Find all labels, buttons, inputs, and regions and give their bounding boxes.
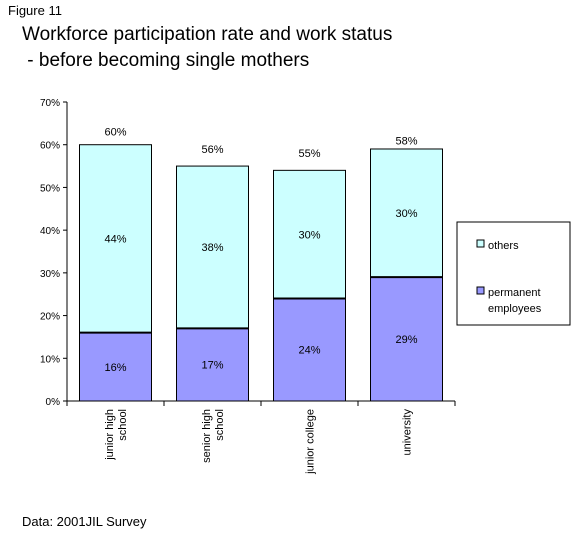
data-label: 17% xyxy=(201,360,223,372)
y-tick-label: 60% xyxy=(40,141,60,152)
bar-segment-others xyxy=(273,169,346,299)
bar-segment-others xyxy=(370,148,443,278)
bar-segment-permanent-employees xyxy=(176,327,249,402)
total-label: 58% xyxy=(395,135,417,147)
bar-segment-permanent-employees xyxy=(273,297,346,402)
x-tick-label: senior high xyxy=(201,409,213,463)
x-tick-label: school xyxy=(117,409,129,441)
legend-swatch-others xyxy=(476,239,485,248)
bar-segment-others xyxy=(79,144,152,334)
total-label: 55% xyxy=(298,148,320,160)
legend-label: permanent xyxy=(488,287,541,299)
data-label: 44% xyxy=(104,234,126,246)
total-label: 60% xyxy=(104,127,126,139)
y-tick-label: 0% xyxy=(46,397,61,408)
data-label: 38% xyxy=(201,242,223,254)
y-tick-label: 10% xyxy=(40,354,60,365)
legend-box xyxy=(456,221,571,326)
x-tick-label: university xyxy=(402,409,414,456)
total-label: 56% xyxy=(201,144,223,156)
data-label: 29% xyxy=(395,334,417,346)
legend-label: employees xyxy=(488,303,542,315)
y-tick-label: 50% xyxy=(40,183,60,194)
y-tick-label: 70% xyxy=(40,98,60,109)
data-label: 30% xyxy=(395,208,417,220)
legend-swatch-permanent-employees xyxy=(476,286,485,295)
data-label: 30% xyxy=(298,229,320,241)
y-tick-label: 40% xyxy=(40,226,60,237)
x-tick-label: junior high xyxy=(104,409,116,461)
bar-segment-permanent-employees xyxy=(79,332,152,402)
figure-label: Figure 11 xyxy=(8,3,62,18)
chart-title-line-2: - before becoming single mothers xyxy=(22,50,310,71)
data-label: 16% xyxy=(104,362,126,374)
chart-title-line-1: Workforce participation rate and work st… xyxy=(22,24,393,45)
data-label: 24% xyxy=(298,345,320,357)
chart-title: Workforce participation rate and work st… xyxy=(22,22,392,74)
x-tick-label: school xyxy=(214,409,226,441)
x-tick-label: junior college xyxy=(305,409,317,475)
source-note: Data: 2001JIL Survey xyxy=(22,514,147,529)
y-tick-label: 20% xyxy=(40,312,60,323)
legend-label: others xyxy=(488,240,519,252)
bar-segment-others xyxy=(176,165,249,329)
bar-segment-permanent-employees xyxy=(370,276,443,402)
y-tick-label: 30% xyxy=(40,269,60,280)
